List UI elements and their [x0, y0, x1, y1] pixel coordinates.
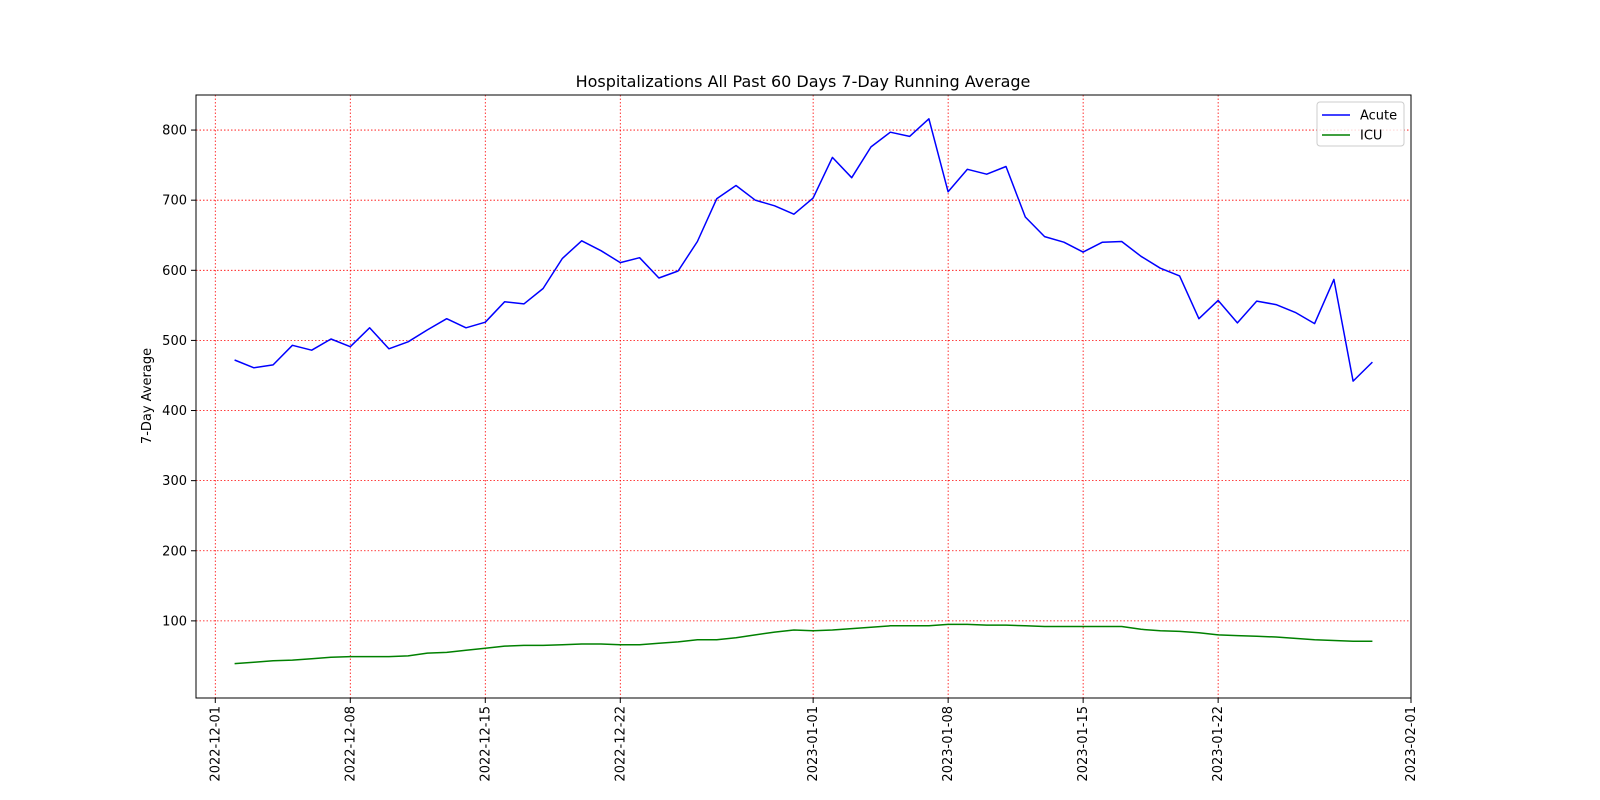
chart-title: Hospitalizations All Past 60 Days 7-Day … [576, 72, 1031, 91]
y-tick-label: 200 [162, 544, 187, 559]
x-tick-label: 2023-01-22 [1211, 706, 1226, 782]
y-tick-label: 500 [162, 334, 187, 349]
legend-label-icu: ICU [1360, 129, 1382, 144]
x-tick-label: 2023-02-01 [1404, 706, 1419, 782]
y-axis-label: 7-Day Average [140, 348, 155, 444]
series-lines [234, 118, 1373, 665]
legend-label-acute: Acute [1360, 109, 1397, 124]
y-tick-label: 400 [162, 404, 187, 419]
x-tick-label: 2022-12-01 [208, 706, 223, 782]
y-tick-label: 700 [162, 194, 187, 209]
x-tick-label: 2022-12-08 [343, 706, 358, 782]
x-tick-label: 2022-12-22 [613, 706, 628, 782]
y-axis: 100 200 300 400 500 600 700 800 [162, 124, 196, 629]
y-tick-label: 100 [162, 614, 187, 629]
plot-area-frame [195, 94, 1412, 699]
y-tick-label: 600 [162, 264, 187, 279]
x-tick-label: 2023-01-15 [1076, 706, 1091, 782]
y-tick-label: 300 [162, 474, 187, 489]
x-axis: 2022-12-01 2022-12-08 2022-12-15 2022-12-22… [208, 698, 1419, 782]
x-tick-label: 2023-01-08 [941, 706, 956, 782]
x-tick-label: 2022-12-15 [478, 706, 493, 782]
legend: Acute ICU [1316, 101, 1405, 147]
y-tick-label: 800 [162, 124, 187, 139]
series-line-icu [234, 623, 1373, 665]
series-line-acute [234, 118, 1373, 382]
x-tick-label: 2023-01-01 [806, 706, 821, 782]
grid [196, 95, 1412, 698]
